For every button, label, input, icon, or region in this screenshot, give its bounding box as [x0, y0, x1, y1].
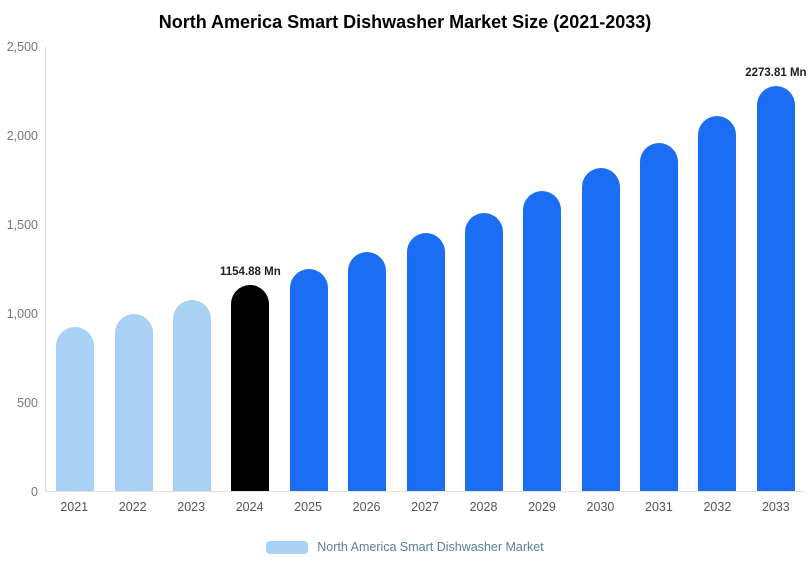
bar-2033[interactable]: 2273.81 Mn: [745, 67, 807, 491]
x-axis-label-2021: 2021: [60, 500, 89, 514]
legend[interactable]: North America Smart Dishwasher Market: [0, 540, 810, 554]
x-axis-label-2025: 2025: [294, 500, 323, 514]
plot-area: 1154.88 Mn 2273.81 Mn: [45, 47, 807, 492]
bar-2026[interactable]: [348, 252, 387, 491]
legend-swatch: [266, 540, 309, 554]
x-axis-label-2024: 2024: [235, 500, 264, 514]
chart-title: North America Smart Dishwasher Market Si…: [158, 12, 652, 32]
bar-2025[interactable]: [289, 269, 328, 491]
x-axis-label-2031: 2031: [645, 500, 673, 514]
bar-value-label: 1154.88 Mn: [219, 266, 281, 278]
y-tick-label: 1,000: [6, 307, 38, 321]
x-axis-label-2029: 2029: [528, 500, 556, 514]
y-tick-label: 1,500: [6, 218, 38, 232]
bars: 1154.88 Mn 2273.81 Mn: [46, 47, 807, 491]
y-tick-label: 500: [17, 396, 38, 410]
y-tick-label: 2,500: [6, 40, 38, 54]
bar-2023[interactable]: [172, 300, 211, 491]
bar-2024[interactable]: 1154.88 Mn: [220, 266, 281, 491]
x-axis-label-2026: 2026: [352, 500, 381, 514]
bar-2027[interactable]: [406, 233, 445, 491]
bar-2021[interactable]: [56, 327, 95, 491]
bar-2030[interactable]: [581, 168, 620, 491]
x-axis-label-2023: 2023: [177, 500, 206, 514]
y-tick-label: 0: [31, 485, 38, 499]
bar-2028[interactable]: [464, 213, 503, 491]
x-axis-label-2033: 2033: [761, 500, 790, 514]
y-axis: 0 500 1,000 1,500 2,000 2,500: [0, 40, 38, 499]
bar-2022[interactable]: [114, 314, 153, 491]
legend-label: North America Smart Dishwasher Market: [317, 540, 544, 554]
y-tick-label: 2,000: [6, 129, 38, 143]
x-axis-label-2030: 2030: [586, 500, 615, 514]
x-axis-label-2028: 2028: [469, 500, 498, 514]
x-axis-labels: 2021 2022 2023 2024 2025 2026 2027 2028 2029 2030…: [45, 500, 805, 514]
bar-value-label: 2273.81 Mn: [745, 67, 807, 79]
x-axis-label-2022: 2022: [118, 500, 147, 514]
x-axis-label-2027: 2027: [411, 500, 439, 514]
bar-2032[interactable]: [698, 116, 737, 491]
bar-2029[interactable]: [523, 191, 562, 491]
x-axis-label-2032: 2032: [703, 500, 732, 514]
bar-2031[interactable]: [640, 143, 679, 491]
